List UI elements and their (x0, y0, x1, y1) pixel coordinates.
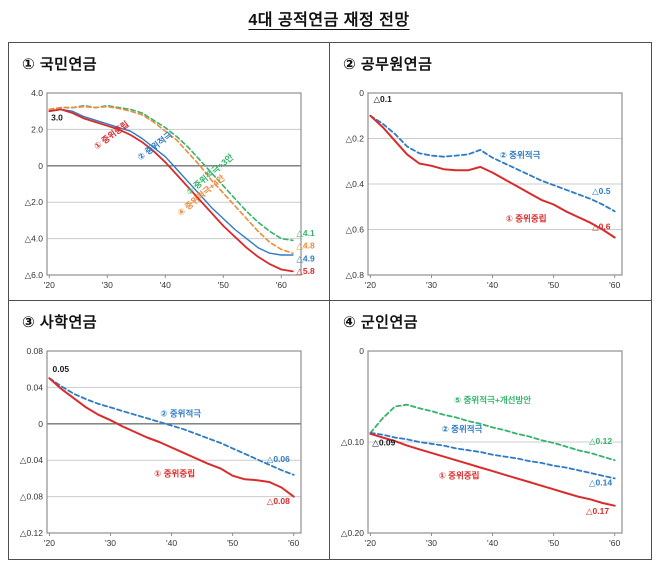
x-tick-label: '50 (548, 280, 559, 290)
series-line-red (48, 108, 294, 273)
y-tick-label: △0.08 (20, 492, 43, 502)
chart-label: ② 중위적극 (442, 424, 483, 434)
chart-national-pension: 4.0 2.0 0 △2.0 △4.0 △6.0'20 '30 '40 '50 '60 3.0 ① 중… (25, 88, 315, 290)
chart-label: △5.8 (296, 266, 315, 276)
series-line-blue (369, 114, 616, 213)
chart-label: ① 중위중립 (439, 470, 480, 480)
x-tick-label: '40 (166, 538, 177, 548)
panel-heading-private-school-pension: ③ 사학연금 (22, 314, 98, 331)
y-tick-label: 2.0 (31, 124, 43, 134)
series-line-green (48, 104, 294, 242)
x-tick-label: '30 (102, 280, 113, 290)
chart-label: ② 중위적극 (160, 409, 201, 419)
y-tick-label: 0 (38, 419, 43, 429)
y-tick-label: △0.04 (20, 455, 43, 465)
chart-civil-servant-pension: 0 △0.2 △0.4 △0.6 △0.8'20 '30 '40 '50 '60 △0.1 ② 중위… (346, 88, 623, 290)
panel-heading-civil-servant-pension: ② 공무원연금 (343, 56, 433, 73)
y-tick-label: 0 (359, 346, 364, 356)
y-tick-label: 4.0 (31, 88, 43, 98)
x-tick-label: '20 (44, 538, 55, 548)
chart-private-school-pension: 0.08 0.04 0 △0.04 △0.08 △0.12'20 '30 '40 '50 '60 0… (20, 346, 302, 548)
y-tick-label: △6.0 (25, 270, 44, 280)
figure-title: 4대 공적연금 재정 전망 (248, 12, 410, 29)
y-tick-label: △0.20 (341, 528, 364, 538)
x-tick-label: '60 (609, 538, 620, 548)
chart-label: △0.08 (267, 496, 290, 506)
chart-label: ② 중위적극 (500, 150, 541, 160)
chart-label: △0.12 (589, 436, 612, 446)
chart-label: △0.1 (374, 94, 393, 104)
plot-border (367, 350, 623, 534)
chart-label: ① 중위중립 (506, 214, 547, 224)
series-line-green (369, 403, 616, 462)
chart-label: ① 중위중립 (92, 119, 131, 152)
chart-label: ① 중위중립 (154, 469, 195, 479)
panel-private-school-pension: ③ 사학연금 0.08 0.04 0 △0.04 △0.08 △0.12'20 '30 '40… (9, 301, 330, 559)
x-tick-label: '30 (426, 280, 437, 290)
y-tick-label: △4.0 (25, 234, 44, 244)
chart-label: △0.06 (267, 454, 290, 464)
x-tick-label: '60 (276, 280, 287, 290)
panel-heading-military-pension: ④ 군인연금 (343, 314, 419, 331)
x-tick-label: '40 (160, 280, 171, 290)
plot-border (46, 350, 302, 534)
chart-label: 3.0 (51, 112, 63, 122)
x-tick-label: '50 (218, 280, 229, 290)
chart-label: △0.14 (589, 478, 612, 488)
chart-label: △0.17 (586, 506, 609, 516)
y-tick-label: 0 (359, 88, 364, 98)
panel-military-pension: ④ 군인연금 0 △0.10 △0.20'20 '30 '40 '50 '60 △0.09 ⑤ … (330, 301, 651, 559)
y-tick-label: △0.10 (341, 437, 364, 447)
chart-label: ⑤ 중위적극+개선방안 (454, 395, 531, 405)
series-line-blue (369, 432, 616, 480)
x-tick-label: '20 (365, 538, 376, 548)
x-tick-label: '60 (609, 280, 620, 290)
chart-label: △0.09 (372, 438, 395, 448)
y-tick-label: △0.12 (20, 528, 43, 538)
series-line-red (369, 114, 616, 239)
y-tick-label: △0.6 (346, 225, 365, 235)
y-tick-label: △0.8 (346, 270, 365, 280)
panel-grid: ① 국민연금 4.0 2.0 0 △2.0 △4.0 △6.0'20'30'40'50'6… (8, 42, 652, 560)
y-tick-label: 0.04 (26, 382, 43, 392)
series-line-blue (48, 377, 295, 476)
series-line-orange (48, 105, 294, 254)
plot-border (367, 92, 623, 276)
plot-border (46, 92, 302, 276)
x-tick-label: '50 (548, 538, 559, 548)
y-tick-label: △0.4 (346, 179, 365, 189)
chart-label: △4.1 (296, 228, 315, 238)
y-tick-label: 0.08 (26, 346, 43, 356)
chart-label: △0.5 (592, 186, 611, 196)
series-line-red (369, 432, 616, 507)
chart-label: △4.8 (296, 241, 315, 251)
x-tick-label: '50 (227, 538, 238, 548)
panel-civil-servant-pension: ② 공무원연금 0 △0.2 △0.4 △0.6 △0.8'20 '30 '40 '50 '60… (330, 43, 651, 301)
x-tick-label: '20 (365, 280, 376, 290)
series-line-blue (48, 108, 294, 256)
panel-national-pension: ① 국민연금 4.0 2.0 0 △2.0 △4.0 △6.0'20 '30 '40 '50 '6… (9, 43, 330, 301)
x-tick-label: '40 (487, 538, 498, 548)
x-tick-label: '40 (487, 280, 498, 290)
x-tick-label: '20 (44, 280, 55, 290)
y-tick-label: 0 (38, 161, 43, 171)
chart-label: ② 중위적극 (135, 130, 174, 163)
chart-label: △0.6 (592, 222, 611, 232)
panel-heading-national-pension: ① 국민연금 (22, 56, 98, 73)
y-tick-label: △0.2 (346, 134, 365, 144)
chart-label: 0.05 (53, 364, 70, 374)
x-tick-label: '30 (426, 538, 437, 548)
chart-label: △4.9 (296, 253, 315, 263)
series-line-red (48, 377, 295, 498)
y-tick-label: △2.0 (25, 197, 44, 207)
chart-military-pension: 0 △0.10 △0.20'20 '30 '40 '50 '60 △0.09 ⑤ 중위적극+개선… (341, 346, 623, 548)
x-tick-label: '30 (105, 538, 116, 548)
x-tick-label: '60 (288, 538, 299, 548)
